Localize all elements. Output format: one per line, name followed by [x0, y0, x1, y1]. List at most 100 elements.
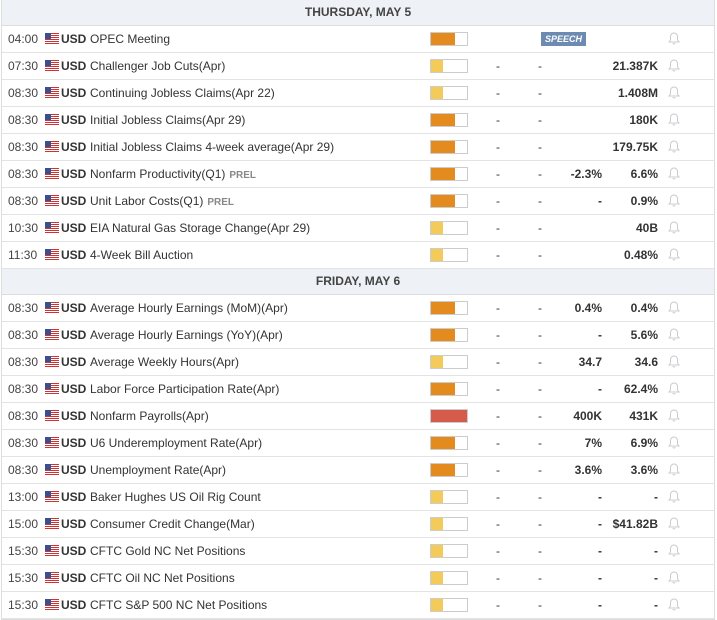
event-title[interactable]: CFTC Oil NC Net Positions — [90, 571, 235, 585]
impact-fill — [431, 114, 455, 126]
alert-bell[interactable] — [668, 355, 680, 371]
consensus: 3.6% — [574, 463, 602, 477]
actual: - — [496, 140, 500, 154]
event-title[interactable]: EIA Natural Gas Storage Change(Apr 29) — [90, 221, 311, 235]
event-name: CFTC Gold NC Net Positions — [90, 538, 245, 564]
currency: USD — [61, 140, 87, 154]
alert-bell[interactable] — [668, 59, 680, 75]
event-title[interactable]: Nonfarm Productivity(Q1) — [90, 167, 226, 181]
event-name: Consumer Credit Change(Mar) — [90, 511, 255, 537]
event-name: Baker Hughes US Oil Rig Count — [90, 484, 261, 510]
event-row: 08:30 USD U6 Underemployment Rate(Apr) - - 7%… — [2, 430, 714, 457]
flag-icon — [45, 168, 59, 179]
alert-bell[interactable] — [668, 167, 680, 183]
alert-bell[interactable] — [668, 436, 680, 452]
event-row: 08:30 USD Average Weekly Hours(Apr) - - 34.7 3… — [2, 349, 714, 376]
alert-bell[interactable] — [668, 113, 680, 129]
consensus: - — [598, 490, 602, 504]
consensus: - — [598, 544, 602, 558]
previous: - — [654, 571, 658, 585]
event-title[interactable]: Baker Hughes US Oil Rig Count — [90, 490, 261, 504]
event-title[interactable]: OPEC Meeting — [90, 32, 171, 46]
event-title[interactable]: Labor Force Participation Rate(Apr) — [90, 382, 280, 396]
event-name: OPEC Meeting — [90, 26, 170, 52]
time: 13:00 — [8, 490, 39, 504]
impact-bar — [430, 140, 468, 154]
alert-bell[interactable] — [668, 140, 680, 156]
consensus: - — [598, 571, 602, 585]
event-name: CFTC S&P 500 NC Net Positions — [90, 592, 267, 618]
alert-bell[interactable] — [668, 409, 680, 425]
time: 10:30 — [8, 221, 39, 235]
deviation: - — [538, 436, 542, 450]
event-name: U6 Underemployment Rate(Apr) — [90, 430, 262, 456]
alert-bell[interactable] — [668, 598, 680, 614]
day-header: THURSDAY, MAY 5 — [2, 0, 714, 26]
event-title[interactable]: Unemployment Rate(Apr) — [90, 463, 227, 477]
alert-bell[interactable] — [668, 490, 680, 506]
consensus: - — [598, 328, 602, 342]
alert-bell[interactable] — [668, 382, 680, 398]
deviation: - — [538, 248, 542, 262]
event-title[interactable]: Consumer Credit Change(Mar) — [90, 517, 255, 531]
alert-bell[interactable] — [668, 32, 680, 48]
event-title[interactable]: Unit Labor Costs(Q1) — [90, 194, 204, 208]
event-title[interactable]: U6 Underemployment Rate(Apr) — [90, 436, 263, 450]
impact-bar — [430, 409, 468, 423]
event-title[interactable]: CFTC S&P 500 NC Net Positions — [90, 598, 268, 612]
event-title[interactable]: Challenger Job Cuts(Apr) — [90, 59, 226, 73]
flag-icon — [45, 491, 59, 502]
actual: - — [496, 463, 500, 477]
alert-bell[interactable] — [668, 544, 680, 560]
event-title[interactable]: Initial Jobless Claims 4-week average(Ap… — [90, 140, 335, 154]
flag-icon — [45, 410, 59, 421]
event-title[interactable]: Continuing Jobless Claims(Apr 22) — [90, 86, 275, 100]
event-row: 15:00 USD Consumer Credit Change(Mar) - - - $4… — [2, 511, 714, 538]
flag-icon — [45, 60, 59, 71]
flag-icon — [45, 195, 59, 206]
alert-bell[interactable] — [668, 517, 680, 533]
currency: USD — [61, 382, 87, 396]
previous: 6.6% — [630, 167, 658, 181]
consensus: - — [598, 382, 602, 396]
impact-bar — [430, 194, 468, 208]
actual: - — [496, 194, 500, 208]
event-title[interactable]: Average Hourly Earnings (YoY)(Apr) — [90, 328, 283, 342]
actual: - — [496, 248, 500, 262]
deviation: - — [538, 113, 542, 127]
event-title[interactable]: CFTC Gold NC Net Positions — [90, 544, 246, 558]
event-row: 08:30 USD Continuing Jobless Claims(Apr 22… — [2, 80, 714, 107]
time: 15:30 — [8, 544, 39, 558]
currency: USD — [61, 59, 87, 73]
event-name: EIA Natural Gas Storage Change(Apr 29) — [90, 215, 310, 241]
impact-fill — [431, 141, 455, 153]
flag-icon — [45, 383, 59, 394]
alert-bell[interactable] — [668, 248, 680, 264]
event-row: 07:30 USD Challenger Job Cuts(Apr) - - 21.387… — [2, 53, 714, 80]
alert-bell[interactable] — [668, 301, 680, 317]
deviation: - — [538, 167, 542, 181]
currency: USD — [61, 409, 87, 423]
consensus: - — [598, 517, 602, 531]
event-name: CFTC Oil NC Net Positions — [90, 565, 235, 591]
event-row: 04:00 USD OPEC Meeting SPEECH — [2, 26, 714, 53]
alert-bell[interactable] — [668, 328, 680, 344]
alert-bell[interactable] — [668, 194, 680, 210]
event-title[interactable]: Average Weekly Hours(Apr) — [90, 355, 239, 369]
alert-bell[interactable] — [668, 86, 680, 102]
actual: - — [496, 490, 500, 504]
event-row: 08:30 USD Nonfarm Productivity(Q1) PREL - - -2… — [2, 161, 714, 188]
alert-bell[interactable] — [668, 463, 680, 479]
event-title[interactable]: Average Hourly Earnings (MoM)(Apr) — [90, 301, 288, 315]
deviation: - — [538, 598, 542, 612]
event-title[interactable]: 4-Week Bill Auction — [90, 248, 194, 262]
currency: USD — [61, 517, 87, 531]
event-title[interactable]: Initial Jobless Claims(Apr 29) — [90, 113, 246, 127]
event-title[interactable]: Nonfarm Payrolls(Apr) — [90, 409, 209, 423]
alert-bell[interactable] — [668, 571, 680, 587]
impact-fill — [431, 329, 455, 341]
event-name: Nonfarm Productivity(Q1) PREL — [90, 161, 256, 189]
time: 07:30 — [8, 59, 39, 73]
alert-bell[interactable] — [668, 221, 680, 237]
actual: - — [496, 544, 500, 558]
